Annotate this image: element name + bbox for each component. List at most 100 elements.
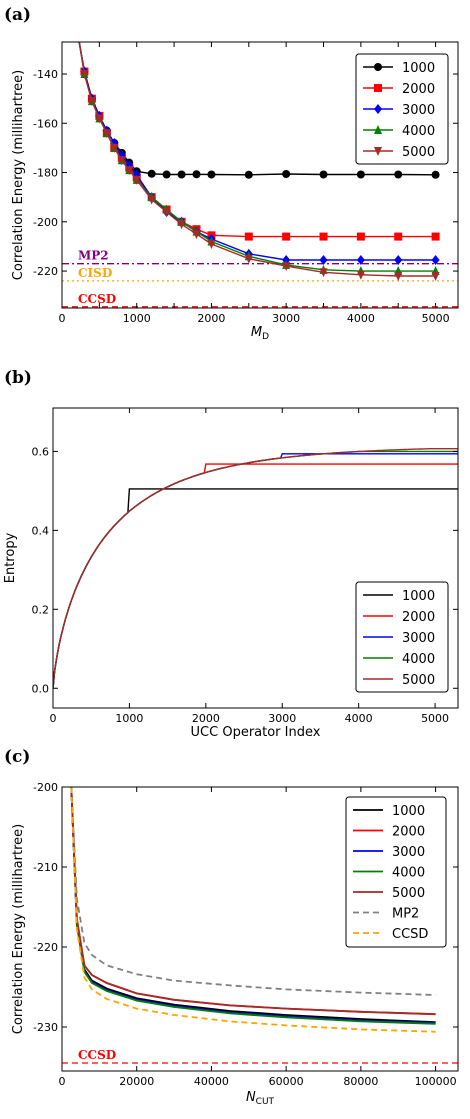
y-tick-label: 0.2 — [32, 603, 50, 616]
plot-area — [62, 787, 458, 1064]
data-point-2000 — [319, 232, 328, 241]
legend-box — [355, 581, 449, 693]
x-axis-label-main: UCC Operator Index — [191, 725, 321, 740]
data-point-3000 — [319, 254, 328, 265]
legend-label-4000: 4000 — [402, 652, 435, 667]
y-tick-label: -180 — [33, 167, 58, 180]
panel-a: (a) MP2 CISD CCSD 0 1000 2000 3000 4000 5000 -220 -… — [4, 5, 459, 342]
series-line-ccsd — [70, 787, 436, 1033]
reference-label-mp2: MP2 — [78, 249, 109, 263]
x-tick-label: 2000 — [197, 312, 225, 325]
panel-label: (a) — [4, 5, 31, 25]
legend-marker-1000 — [374, 63, 382, 71]
legend-marker-5000 — [374, 147, 382, 156]
reference-label-ccsd: CCSD — [78, 292, 116, 306]
data-point-2000 — [244, 232, 253, 241]
y-axis-label: Entropy — [3, 532, 18, 583]
data-point-5000 — [177, 220, 186, 230]
legend-label-4000: 4000 — [402, 124, 435, 139]
series-line-5000 — [70, 787, 436, 1016]
data-point-5000 — [244, 254, 253, 264]
series-line-5000 — [78, 42, 436, 277]
legend-label-5000: 5000 — [402, 145, 435, 160]
x-tick-label: 0 — [50, 712, 57, 725]
data-point-5000 — [192, 230, 201, 240]
legend-label-2000: 2000 — [402, 610, 435, 625]
data-point-5000 — [207, 239, 216, 249]
y-tick-label: -220 — [33, 941, 58, 954]
data-point-5000 — [132, 175, 141, 185]
y-tick-label: -200 — [33, 781, 58, 794]
data-point-5000 — [282, 262, 291, 272]
legend-box — [355, 53, 449, 165]
y-tick-label: 0.0 — [32, 682, 50, 695]
x-axis-label: MD — [251, 325, 269, 342]
data-point-1000 — [162, 170, 171, 179]
y-tick-label: -230 — [33, 1021, 58, 1034]
data-point-5000 — [147, 195, 156, 205]
panel-c: (c) CCSD 0 20000 40000 60000 80000 100000 -230 -2… — [4, 747, 459, 1107]
y-tick-label: -140 — [33, 68, 58, 81]
y-tick-label: -200 — [33, 216, 58, 229]
data-point-2000 — [431, 232, 440, 241]
data-point-5000 — [80, 70, 89, 80]
series-line-mp2 — [70, 787, 436, 996]
data-point-5000 — [431, 271, 440, 281]
x-tick-label: 20000 — [119, 1075, 154, 1088]
legend: 1000 2000 3000 4000 5000 — [355, 53, 449, 165]
data-point-1000 — [356, 170, 365, 179]
x-tick-label: 1000 — [115, 712, 143, 725]
data-point-3000 — [356, 254, 365, 265]
data-point-2000 — [394, 232, 403, 241]
x-axis-label-main: M — [251, 325, 262, 340]
series-line-4000 — [70, 787, 436, 1025]
legend-label-1000: 1000 — [392, 804, 425, 819]
y-tick-label: -160 — [33, 117, 58, 130]
series-line-5000 — [53, 448, 458, 689]
legend-label-1000: 1000 — [402, 589, 435, 604]
x-tick-label: 4000 — [345, 712, 373, 725]
legend-label-3000: 3000 — [402, 103, 435, 118]
data-point-5000 — [102, 129, 111, 139]
x-tick-label: 100000 — [415, 1075, 457, 1088]
data-point-5000 — [356, 270, 365, 280]
legend-label-3000: 3000 — [402, 631, 435, 646]
x-tick-label: 5000 — [421, 712, 449, 725]
data-point-2000 — [356, 232, 365, 241]
data-point-1000 — [147, 169, 156, 178]
x-tick-label: 4000 — [347, 312, 375, 325]
data-point-5000 — [319, 268, 328, 278]
panel-b: (b) 0 1000 2000 3000 4000 5000 0.0 0.2 0.4 0.6 UCC … — [3, 368, 459, 740]
y-tick-label: 0.4 — [32, 524, 50, 537]
x-tick-label: 80000 — [343, 1075, 378, 1088]
x-tick-label: 0 — [59, 1075, 66, 1088]
plot-area — [53, 448, 458, 689]
legend-marker-2000 — [374, 84, 382, 92]
x-tick-label: 3000 — [272, 312, 300, 325]
legend-box — [345, 796, 447, 948]
legend-label-ccsd: CCSD — [392, 927, 428, 942]
y-axis-label: Correlation Energy (millihartree) — [11, 70, 26, 280]
plot-area — [62, 42, 458, 308]
legend-label-2000: 2000 — [392, 825, 425, 840]
legend-marker-3000 — [374, 104, 382, 114]
data-point-1000 — [207, 170, 216, 179]
x-tick-label: 0 — [59, 312, 66, 325]
data-point-5000 — [110, 143, 119, 153]
data-point-1000 — [319, 170, 328, 179]
y-tick-label: -210 — [33, 861, 58, 874]
x-tick-label: 60000 — [269, 1075, 304, 1088]
reference-label-ccsd: CCSD — [78, 1048, 116, 1062]
legend: 1000 2000 3000 4000 5000 — [355, 581, 449, 693]
data-point-3000 — [431, 254, 440, 265]
panel-label: (c) — [4, 747, 30, 767]
data-point-1000 — [177, 170, 186, 179]
plot-frame — [61, 41, 459, 309]
data-point-5000 — [162, 207, 171, 217]
x-tick-label: 2000 — [192, 712, 220, 725]
legend-label-1000: 1000 — [402, 61, 435, 76]
data-point-5000 — [87, 97, 96, 107]
legend-label-4000: 4000 — [392, 866, 425, 881]
data-point-1000 — [282, 170, 291, 179]
